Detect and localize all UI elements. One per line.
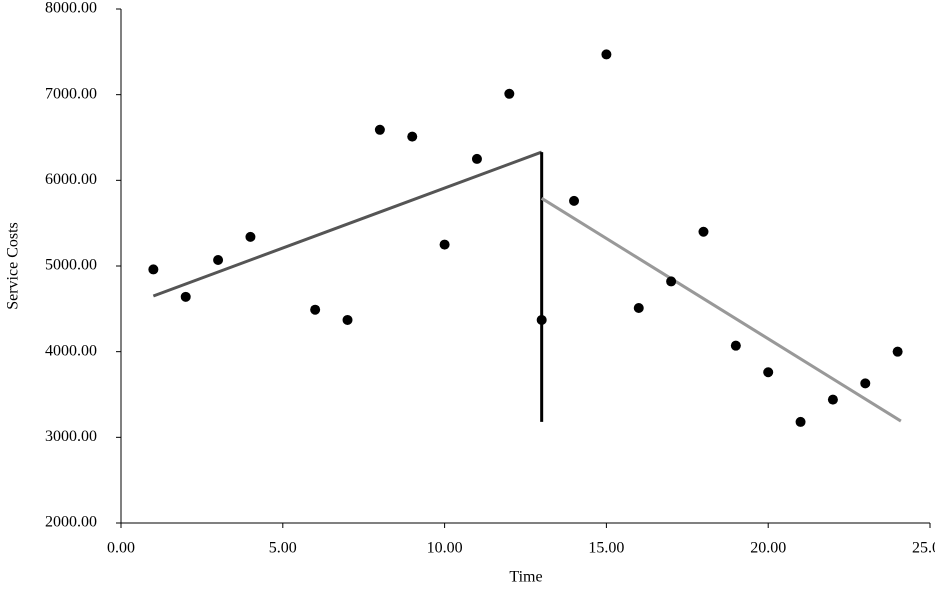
data-point — [633, 302, 644, 313]
x-axis-label: Time — [509, 569, 542, 586]
data-point — [666, 276, 677, 287]
data-point — [569, 195, 580, 206]
x-tick-label: 10.00 — [427, 540, 463, 557]
y-tick-label: 6000.00 — [45, 171, 97, 188]
data-point — [763, 367, 774, 378]
data-point — [795, 416, 806, 427]
y-tick-label: 8000.00 — [45, 0, 97, 17]
data-point — [245, 231, 256, 242]
data-point — [601, 49, 612, 60]
data-point — [148, 264, 159, 275]
data-point — [213, 255, 224, 266]
data-point — [310, 304, 321, 315]
y-tick-label: 2000.00 — [45, 514, 97, 531]
data-point — [342, 314, 353, 325]
x-tick-label: 0.00 — [107, 540, 135, 557]
fit-line — [152, 150, 543, 298]
data-point — [374, 124, 385, 135]
data-point — [730, 340, 741, 351]
data-point — [439, 239, 450, 250]
data-point — [860, 378, 871, 389]
x-tick-label: 5.00 — [269, 540, 297, 557]
data-point — [504, 88, 515, 99]
x-tick-label: 20.00 — [750, 540, 786, 557]
y-tick-label: 7000.00 — [45, 85, 97, 102]
y-axis-label: Service Costs — [5, 222, 22, 310]
data-point — [471, 153, 482, 164]
data-point — [536, 314, 547, 325]
x-tick-label: 15.00 — [588, 540, 624, 557]
y-tick-label: 4000.00 — [45, 342, 97, 359]
y-tick-label: 3000.00 — [45, 428, 97, 445]
fit-line — [540, 197, 902, 423]
x-tick-label: 25.00 — [912, 540, 935, 557]
data-point — [892, 346, 903, 357]
data-point — [698, 226, 709, 237]
y-tick-label: 5000.00 — [45, 257, 97, 274]
data-point — [827, 394, 838, 405]
data-point — [180, 291, 191, 302]
data-point — [407, 131, 418, 142]
